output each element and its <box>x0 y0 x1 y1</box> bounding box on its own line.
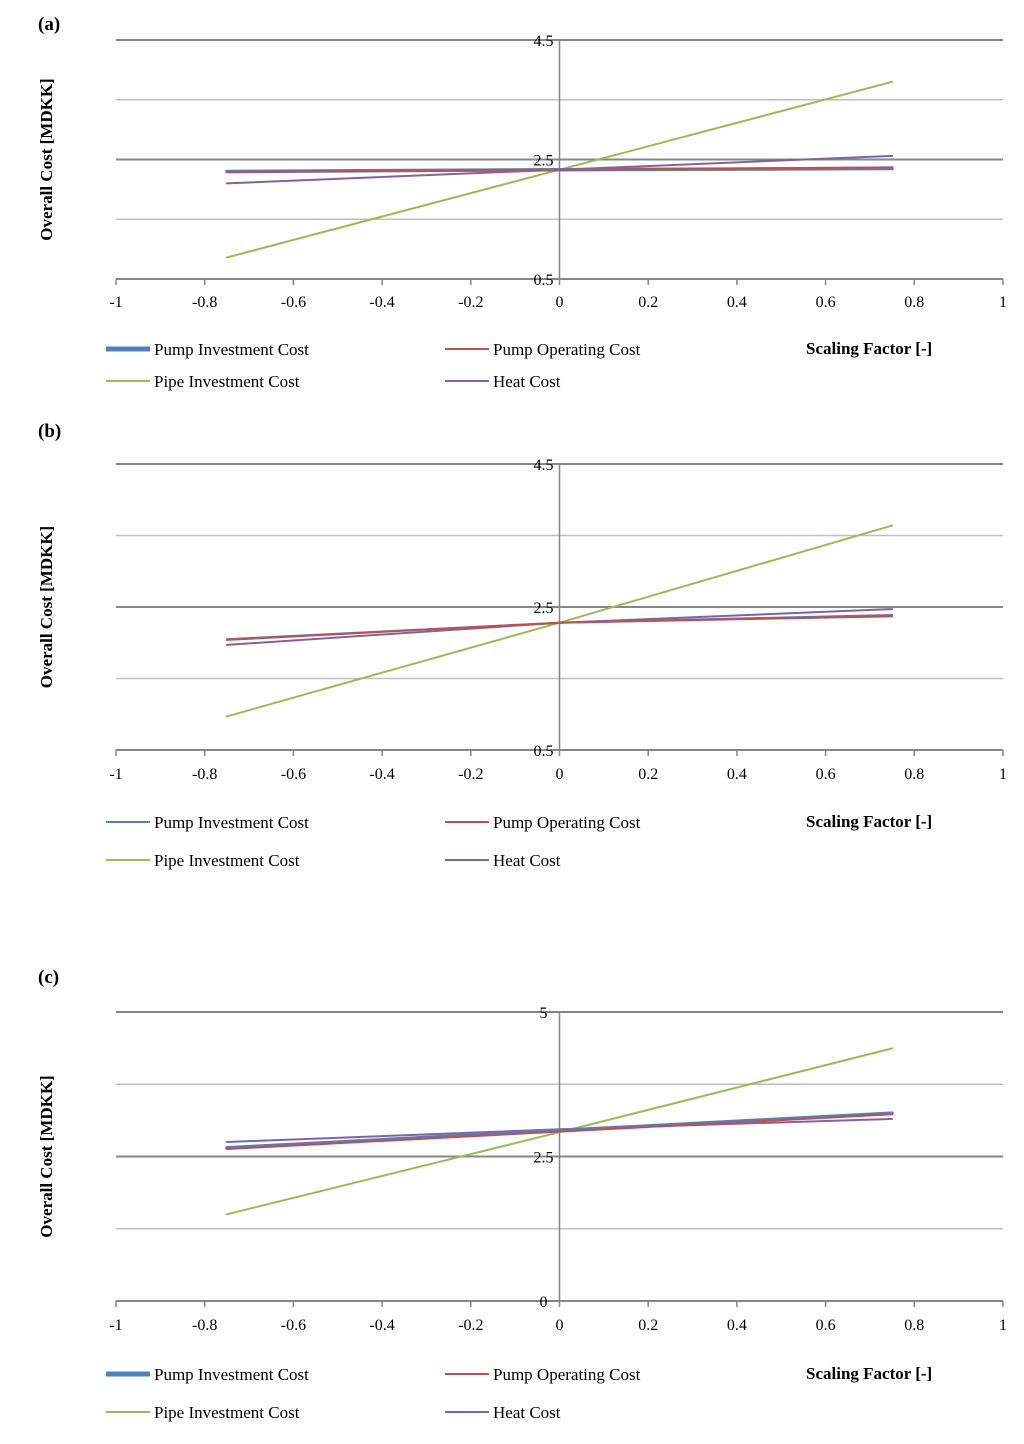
x-tick-label: 0.6 <box>816 766 836 783</box>
y-tick-label: 0 <box>540 1294 548 1311</box>
legend-label: Pipe Investment Cost <box>154 372 300 391</box>
legend-label: Heat Cost <box>493 1403 561 1422</box>
panel-label: (c) <box>38 967 59 988</box>
legend-label: Pump Investment Cost <box>154 813 309 832</box>
panel-label: (a) <box>38 14 60 35</box>
x-tick-label: 1 <box>999 766 1007 783</box>
y-axis-title: Overall Cost [MDKK] <box>37 78 56 240</box>
x-tick-label: 0.2 <box>638 766 658 783</box>
chart-panel-1: (a) -1 -0.8 -0.6 -0.4 -0.2 0 0.2 0.4 0.6 0.8 1 0.5 2.… <box>37 14 1007 391</box>
x-axis-title: Scaling Factor [-] <box>806 812 932 831</box>
x-tick-label: -0.2 <box>458 1317 483 1334</box>
x-tick-label: -0.4 <box>369 294 394 311</box>
legend-label: Pump Operating Cost <box>493 340 641 359</box>
x-tick-label: -0.8 <box>192 294 217 311</box>
x-tick-label: -0.6 <box>281 766 306 783</box>
y-tick-label: 5 <box>540 1005 548 1022</box>
legend-label: Pump Investment Cost <box>154 1365 309 1384</box>
x-tick-label: 0.4 <box>727 766 747 783</box>
x-tick-label: 0.4 <box>727 294 747 311</box>
series-line-pump-operating <box>225 1113 894 1150</box>
x-tick-label: -0.6 <box>281 1317 306 1334</box>
x-tick-label: 0.8 <box>904 766 924 783</box>
y-tick-label: 4.5 <box>534 457 554 474</box>
chart-panel-3: (c) -1 -0.8 -0.6 -0.4 -0.2 0 0.2 0.4 0.6 0.8 1 0 2.5 5… <box>37 967 1007 1422</box>
legend-label: Pipe Investment Cost <box>154 851 300 870</box>
x-tick-label: -1 <box>109 1317 122 1334</box>
y-tick-label: 4.5 <box>534 33 554 50</box>
x-tick-label: -0.8 <box>192 766 217 783</box>
x-tick-label: 0.2 <box>638 294 658 311</box>
x-tick-label: 0.6 <box>816 294 836 311</box>
y-axis-title: Overall Cost [MDKK] <box>37 1075 56 1237</box>
x-tick-label: -1 <box>109 766 122 783</box>
series-line-pump-operating <box>225 166 894 173</box>
x-tick-label: 0.2 <box>638 1317 658 1334</box>
x-tick-label: -0.2 <box>458 294 483 311</box>
y-tick-label: 2.5 <box>534 600 554 617</box>
series-line-pump-investment <box>225 1111 894 1150</box>
x-axis-title: Scaling Factor [-] <box>806 339 932 358</box>
legend-label: Pump Operating Cost <box>493 813 641 832</box>
x-tick-label: -0.8 <box>192 1317 217 1334</box>
x-tick-label: -0.4 <box>369 1317 394 1334</box>
y-tick-label: 0.5 <box>534 743 554 760</box>
legend-label: Pump Operating Cost <box>493 1365 641 1384</box>
chart-panel-2: (b) -1 -0.8 -0.6 -0.4 -0.2 0 0.2 0.4 0.6 0.8 1 0.5 2.… <box>37 421 1007 870</box>
x-tick-label: -0.2 <box>458 766 483 783</box>
y-tick-label: 2.5 <box>534 1150 554 1167</box>
panel-label: (b) <box>38 421 61 442</box>
x-tick-label: 0 <box>556 766 564 783</box>
x-axis-title: Scaling Factor [-] <box>806 1364 932 1383</box>
x-tick-label: 0.8 <box>904 1317 924 1334</box>
legend-label: Heat Cost <box>493 851 561 870</box>
x-tick-label: -0.6 <box>281 294 306 311</box>
x-tick-label: 0 <box>556 1317 564 1334</box>
x-tick-label: 0.8 <box>904 294 924 311</box>
legend-label: Heat Cost <box>493 372 561 391</box>
x-tick-label: 1 <box>999 1317 1007 1334</box>
x-tick-label: -0.4 <box>369 766 394 783</box>
y-tick-label: 0.5 <box>534 272 554 289</box>
x-tick-label: 0 <box>556 294 564 311</box>
x-tick-label: 0.4 <box>727 1317 747 1334</box>
x-tick-label: -1 <box>109 294 122 311</box>
y-tick-label: 2.5 <box>534 153 554 170</box>
x-tick-label: 0.6 <box>816 1317 836 1334</box>
x-tick-label: 1 <box>999 294 1007 311</box>
legend-label: Pipe Investment Cost <box>154 1403 300 1422</box>
y-axis-title: Overall Cost [MDKK] <box>37 526 56 688</box>
series-line-pump-operating <box>225 615 894 641</box>
legend-label: Pump Investment Cost <box>154 340 309 359</box>
